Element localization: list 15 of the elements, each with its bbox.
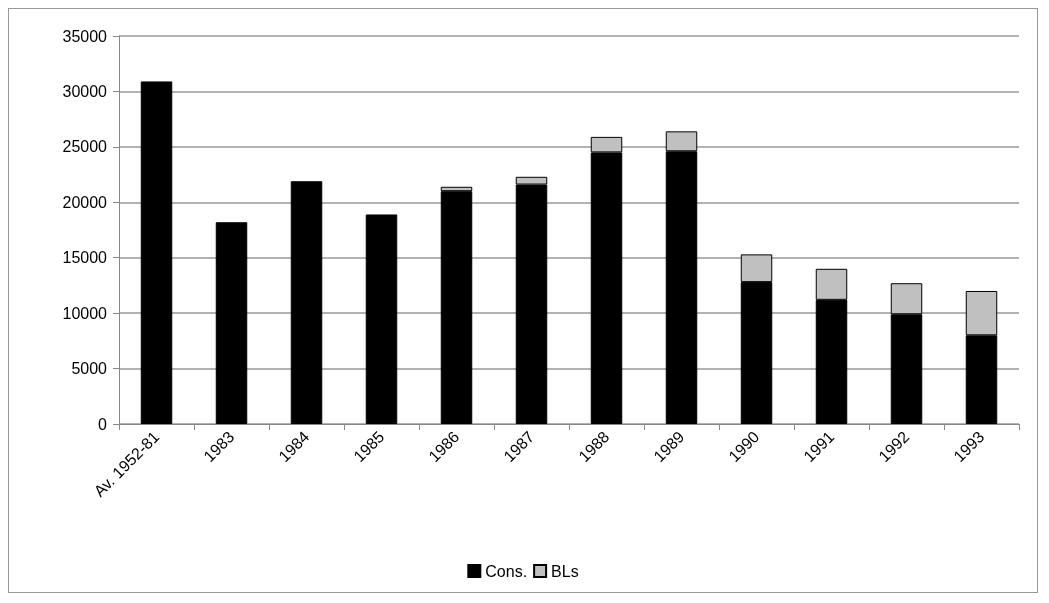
legend-label: BLs	[551, 562, 579, 580]
y-tick-label: 5000	[71, 360, 108, 378]
y-tick-label: 30000	[62, 82, 108, 100]
legend-label: Cons.	[485, 562, 528, 580]
bar	[140, 81, 173, 424]
y-tick-label: 10000	[62, 304, 108, 322]
bar	[215, 222, 248, 424]
y-tick-label: 20000	[62, 193, 108, 211]
y-tick-label: 25000	[62, 138, 108, 156]
y-tick-label: 35000	[62, 27, 108, 45]
y-tick-label: 0	[98, 415, 108, 433]
bar	[440, 191, 473, 424]
bar	[290, 181, 323, 424]
bar	[365, 214, 398, 424]
y-tick-label: 15000	[62, 249, 108, 267]
